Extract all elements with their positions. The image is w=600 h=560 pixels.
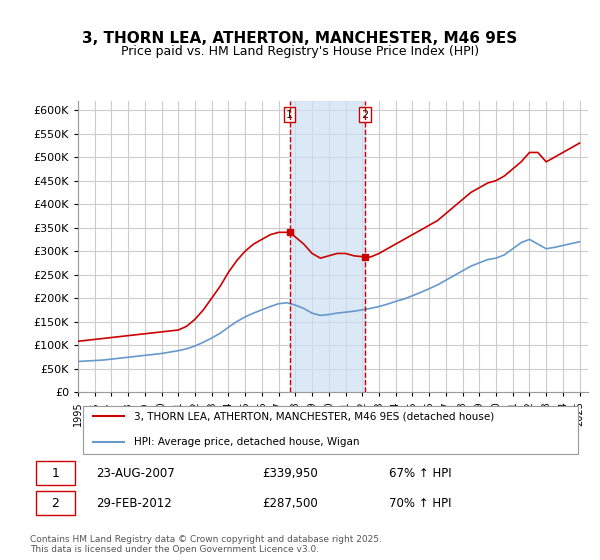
FancyBboxPatch shape xyxy=(35,491,75,515)
Text: 2: 2 xyxy=(52,497,59,510)
Text: 3, THORN LEA, ATHERTON, MANCHESTER, M46 9ES (detached house): 3, THORN LEA, ATHERTON, MANCHESTER, M46 … xyxy=(134,412,494,422)
Text: 29-FEB-2012: 29-FEB-2012 xyxy=(96,497,172,510)
Text: 1: 1 xyxy=(52,466,59,479)
Text: 3, THORN LEA, ATHERTON, MANCHESTER, M46 9ES: 3, THORN LEA, ATHERTON, MANCHESTER, M46 … xyxy=(82,31,518,46)
Text: Contains HM Land Registry data © Crown copyright and database right 2025.
This d: Contains HM Land Registry data © Crown c… xyxy=(30,535,382,554)
Bar xyxy=(290,101,365,392)
Text: £287,500: £287,500 xyxy=(262,497,317,510)
Text: HPI: Average price, detached house, Wigan: HPI: Average price, detached house, Wiga… xyxy=(134,436,359,446)
FancyBboxPatch shape xyxy=(83,406,578,454)
Text: 67% ↑ HPI: 67% ↑ HPI xyxy=(389,466,451,479)
Text: 70% ↑ HPI: 70% ↑ HPI xyxy=(389,497,451,510)
Text: 2: 2 xyxy=(362,110,368,119)
Text: Price paid vs. HM Land Registry's House Price Index (HPI): Price paid vs. HM Land Registry's House … xyxy=(121,45,479,58)
Text: 23-AUG-2007: 23-AUG-2007 xyxy=(96,466,175,479)
Text: 1: 1 xyxy=(286,110,293,119)
Text: £339,950: £339,950 xyxy=(262,466,317,479)
FancyBboxPatch shape xyxy=(35,461,75,485)
